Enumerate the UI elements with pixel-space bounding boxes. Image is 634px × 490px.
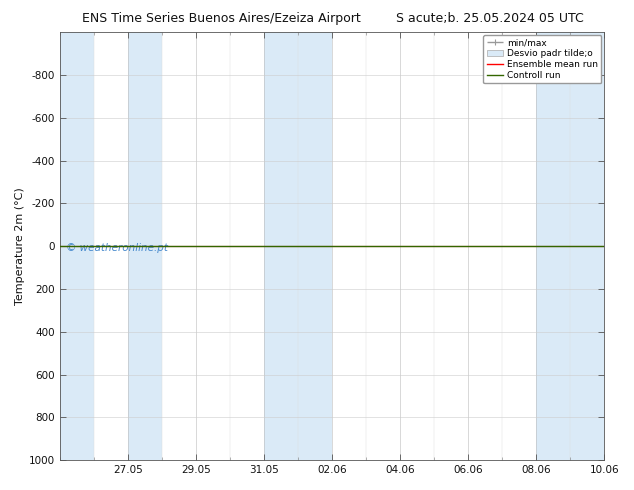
Text: © weatheronline.pt: © weatheronline.pt [65,243,167,253]
Bar [60,32,94,460]
Bar [298,32,332,460]
Text: ENS Time Series Buenos Aires/Ezeiza Airport: ENS Time Series Buenos Aires/Ezeiza Airp… [82,12,361,25]
Text: S acute;b. 25.05.2024 05 UTC: S acute;b. 25.05.2024 05 UTC [396,12,584,25]
Y-axis label: Temperature 2m (°C): Temperature 2m (°C) [15,187,25,305]
Legend: min/max, Desvio padr tilde;o, Ensemble mean run, Controll run: min/max, Desvio padr tilde;o, Ensemble m… [483,35,602,83]
Bar [536,32,570,460]
Bar [264,32,298,460]
Bar [570,32,604,460]
Bar [128,32,162,460]
